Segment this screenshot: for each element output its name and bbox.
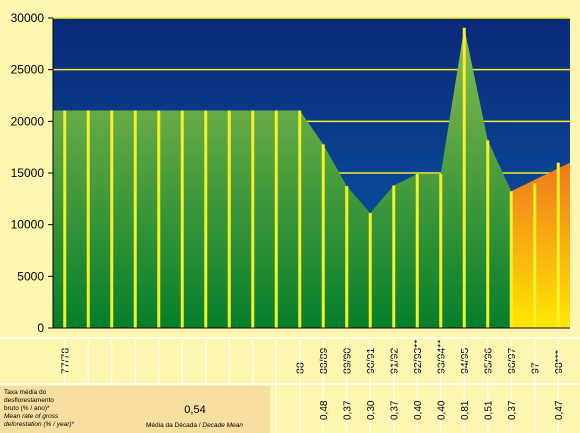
area-layer — [53, 27, 570, 329]
y-tick-label: 30000 — [11, 11, 45, 25]
rate-value: 0,30 — [366, 400, 377, 420]
y-tick-label: 10000 — [11, 218, 45, 232]
decade-mean-label-en: Decade Mean — [202, 422, 243, 429]
rate-value: 0,37 — [342, 400, 353, 420]
rate-value: 0,37 — [389, 400, 400, 420]
y-tick-label: 15000 — [11, 166, 45, 180]
rate-value: 0,37 — [507, 400, 518, 420]
axis-layer: 0 5000 10000 15000 20000 25000 30000 — [11, 11, 570, 335]
rate-value: 0,48 — [319, 400, 330, 420]
rate-label-text-en: Mean rate of gross — [4, 413, 59, 420]
y-tick-label: 20000 — [11, 114, 45, 128]
bars-layer — [63, 27, 560, 328]
y-tick-label: 25000 — [11, 63, 45, 77]
rate-label-panel — [0, 386, 270, 433]
y-tick-label: 5000 — [17, 269, 44, 283]
decade-mean-value: 0,54 — [184, 404, 205, 416]
projected-area — [511, 162, 570, 328]
rate-value: 0,81 — [460, 400, 471, 420]
rate-label-text: desflorestamento — [4, 397, 54, 404]
rate-label-text: bruto (% / ano)* — [4, 405, 50, 412]
rate-label-text-en: deforestation (% / year)* — [4, 421, 75, 428]
y-tick-label: 0 — [37, 321, 44, 335]
rate-value: 0,47 — [554, 400, 565, 420]
series-area — [53, 27, 535, 329]
rate-value: 0,51 — [483, 400, 494, 420]
rate-value: 0,40 — [413, 400, 424, 420]
decade-mean-label: Média da Década / Decade Mean — [146, 422, 243, 429]
rate-label-text: Taxa média do — [4, 389, 47, 396]
rate-value: 0,40 — [436, 400, 447, 420]
